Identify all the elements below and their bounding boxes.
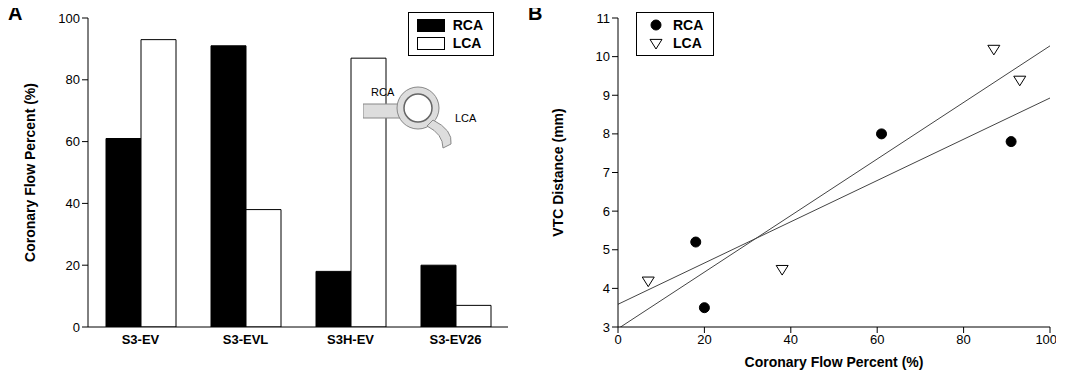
html-text:B: B (528, 2, 543, 24)
svg-text:40: 40 (784, 332, 798, 347)
html-text:RCA: RCA (673, 17, 704, 33)
html-text:LCA: LCA (673, 35, 702, 51)
html-text:LCA: LCA (452, 35, 482, 51)
svg-text:S3-EVL: S3-EVL (223, 332, 269, 347)
svg-text:3: 3 (603, 320, 610, 335)
svg-text:S3-EV26: S3-EV26 (429, 332, 481, 347)
html-text:RCA: RCA (452, 17, 483, 33)
svg-text:LCA: LCA (455, 112, 477, 124)
svg-text:60: 60 (870, 332, 884, 347)
svg-text:6: 6 (603, 204, 610, 219)
html-text:A: A (8, 2, 23, 24)
svg-text:11: 11 (597, 11, 611, 26)
svg-text:10: 10 (596, 49, 610, 64)
svg-text:8: 8 (603, 126, 610, 141)
svg-text:Coronary Flow Percent (%): Coronary Flow Percent (%) (745, 354, 924, 370)
svg-text:80: 80 (66, 72, 80, 87)
svg-text:20: 20 (66, 258, 80, 273)
svg-text:100: 100 (1035, 332, 1056, 347)
svg-text:S3-EV: S3-EV (122, 332, 160, 347)
svg-text:RCA: RCA (371, 86, 395, 98)
svg-text:S3H-EV: S3H-EV (327, 332, 374, 347)
svg-text:VTC Distance (mm): VTC Distance (mm) (550, 108, 566, 236)
svg-text:9: 9 (603, 88, 610, 103)
svg-text:100: 100 (58, 11, 80, 26)
svg-text:60: 60 (66, 134, 80, 149)
svg-text:0: 0 (73, 320, 80, 335)
svg-text:5: 5 (603, 242, 610, 257)
svg-text:4: 4 (603, 281, 610, 296)
svg-text:20: 20 (697, 332, 711, 347)
svg-text:Coronary Flow Percent (%): Coronary Flow Percent (%) (22, 83, 38, 262)
svg-text:0: 0 (614, 332, 621, 347)
svg-text:40: 40 (66, 196, 80, 211)
svg-text:80: 80 (956, 332, 970, 347)
svg-text:7: 7 (603, 165, 610, 180)
